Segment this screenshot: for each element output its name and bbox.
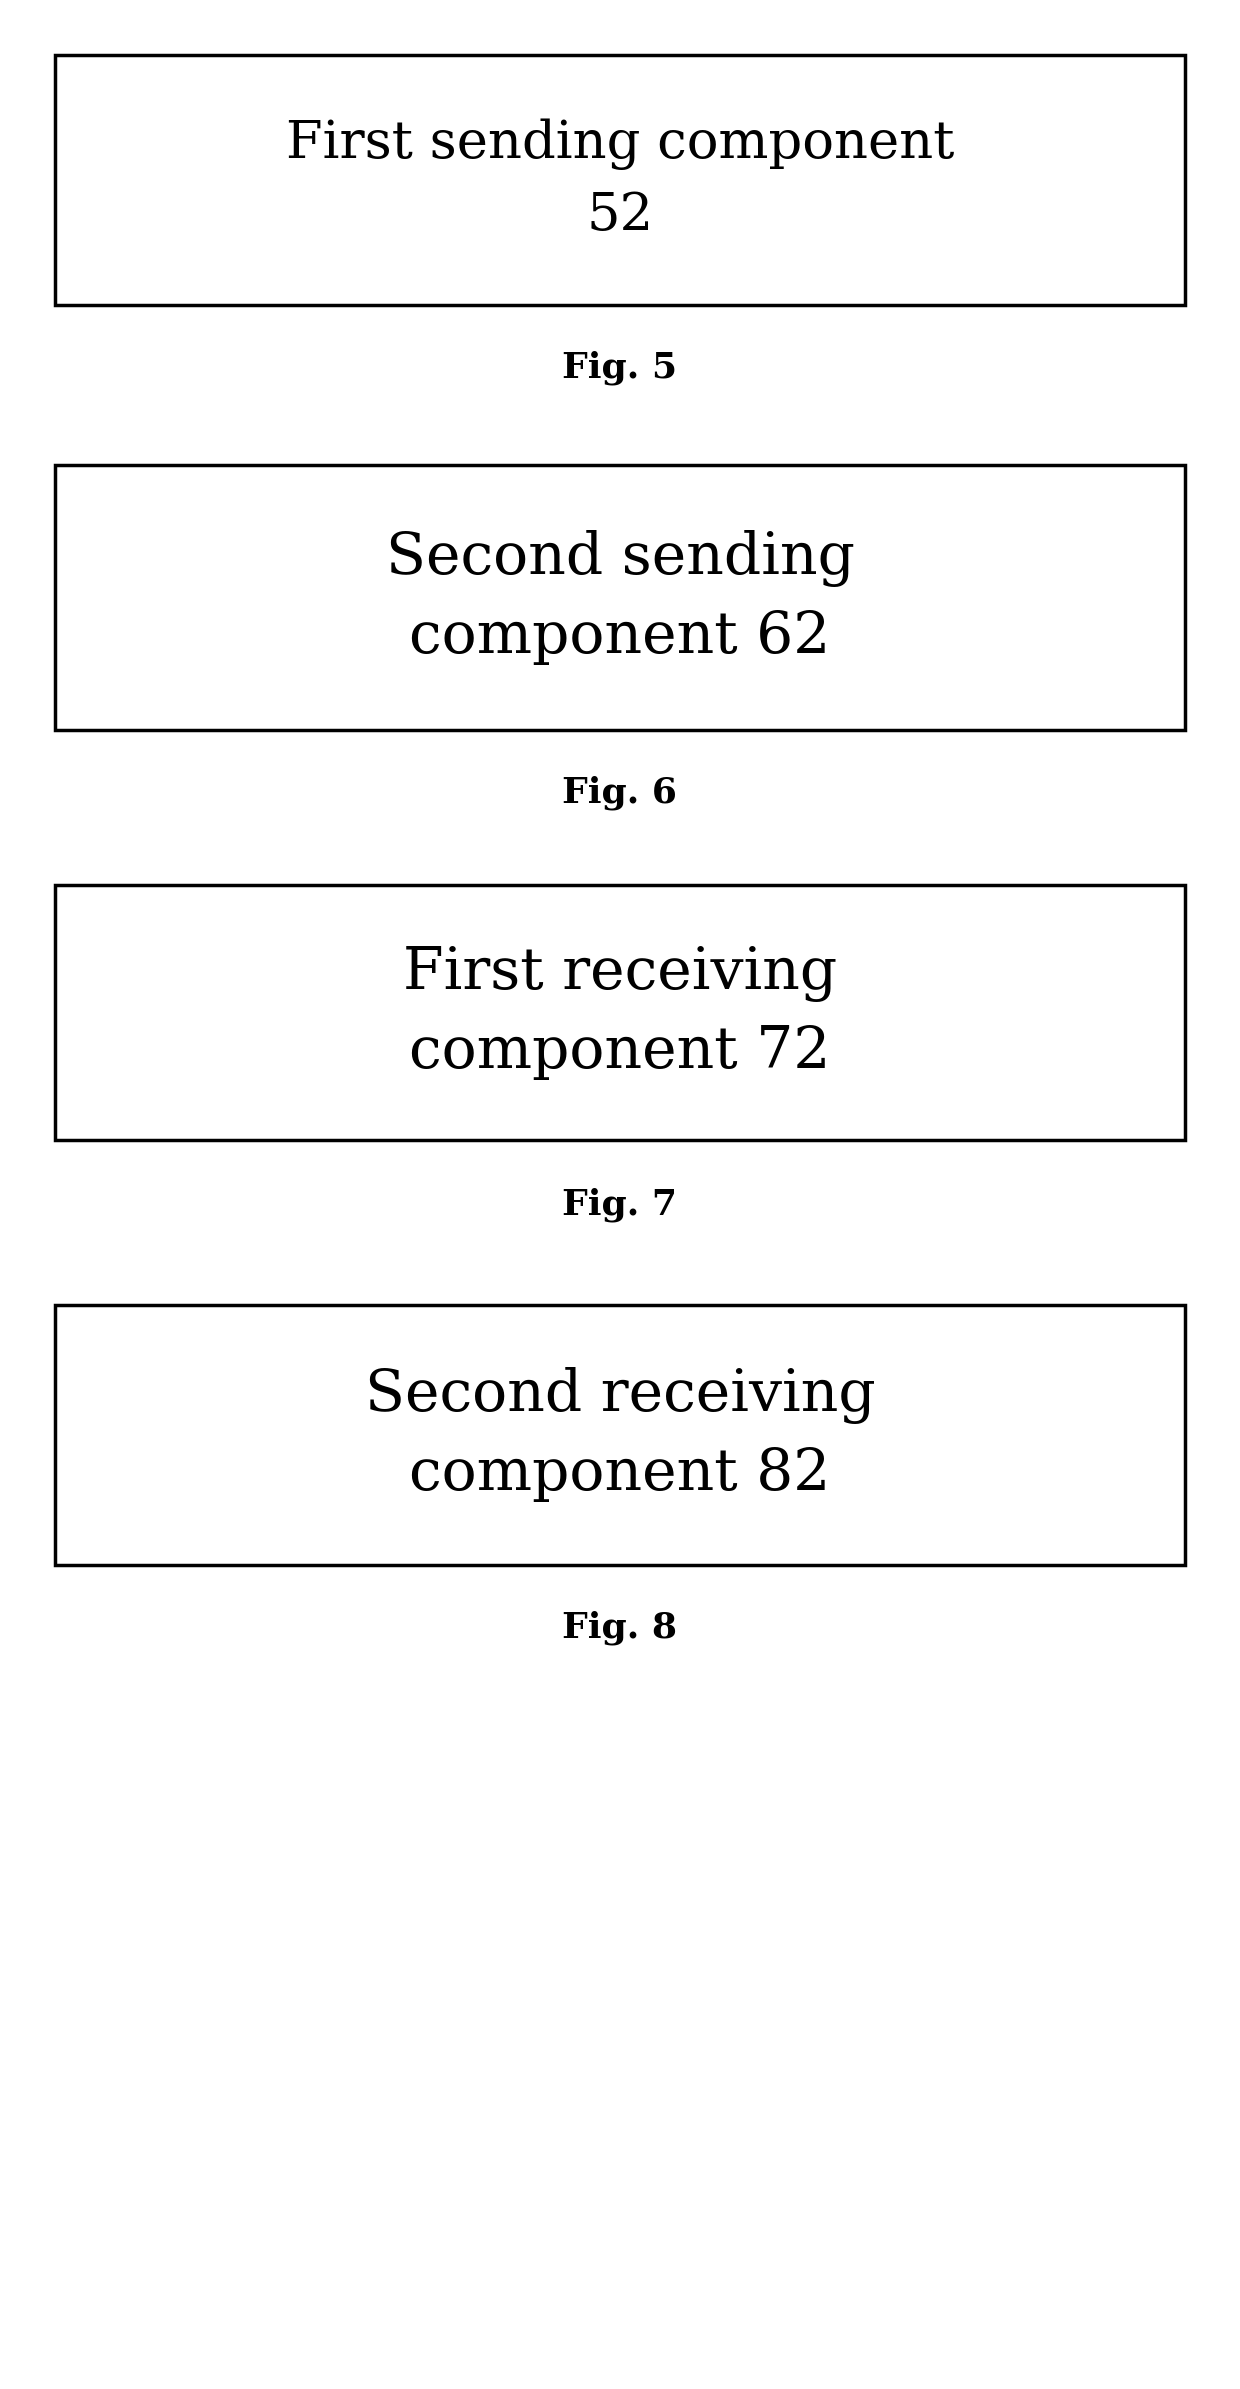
FancyBboxPatch shape bbox=[55, 884, 1185, 1140]
Text: First sending component
52: First sending component 52 bbox=[285, 119, 955, 241]
FancyBboxPatch shape bbox=[55, 1304, 1185, 1565]
Text: Second sending
component 62: Second sending component 62 bbox=[386, 530, 854, 664]
Text: Fig. 6: Fig. 6 bbox=[563, 776, 677, 810]
Text: Fig. 7: Fig. 7 bbox=[563, 1187, 677, 1223]
FancyBboxPatch shape bbox=[55, 55, 1185, 306]
FancyBboxPatch shape bbox=[55, 466, 1185, 731]
Text: Second receiving
component 82: Second receiving component 82 bbox=[365, 1367, 875, 1503]
Text: Fig. 8: Fig. 8 bbox=[563, 1610, 677, 1646]
Text: Fig. 5: Fig. 5 bbox=[563, 351, 677, 385]
Text: First receiving
component 72: First receiving component 72 bbox=[403, 946, 837, 1080]
